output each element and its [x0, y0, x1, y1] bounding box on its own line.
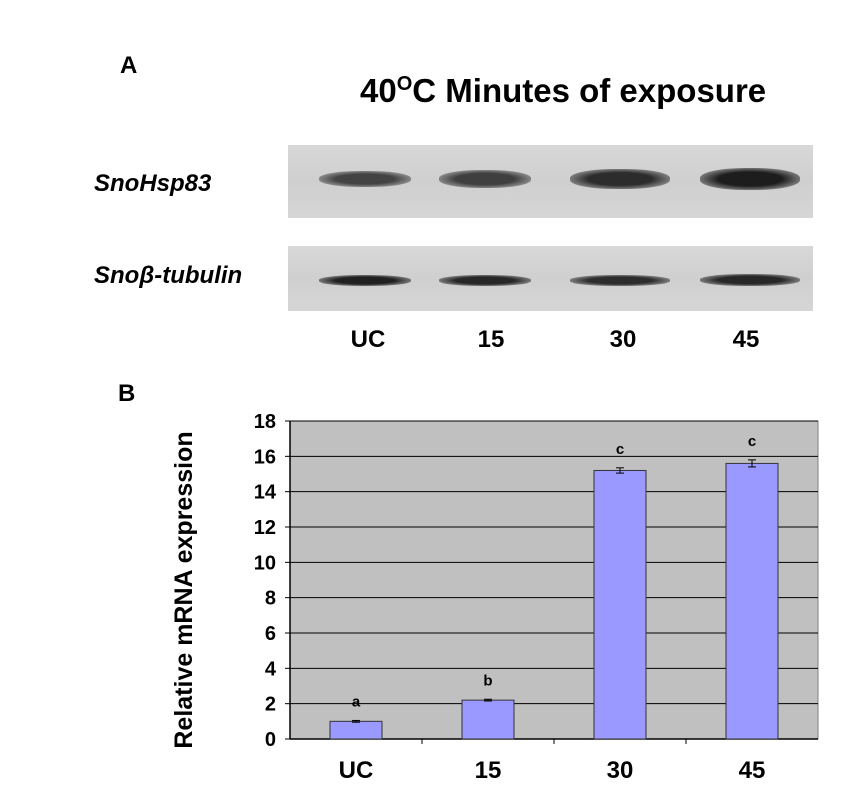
- panel-b-label: B: [118, 380, 136, 407]
- significance-label-UC: a: [352, 693, 361, 710]
- gel-band-0-45: [700, 168, 800, 190]
- gel-strip-snohsp83: [288, 145, 813, 218]
- y-tick-label-18: 18: [254, 411, 276, 433]
- gel-band-0-30: [570, 169, 670, 189]
- x-tick-label-15: 15: [475, 757, 502, 784]
- gel-band-0-15: [439, 170, 531, 188]
- x-tick-labels: UC 15 30 45: [339, 757, 766, 784]
- y-tick-label-0: 0: [265, 729, 276, 751]
- y-tick-labels: 0 2 4 6 8 10 12 14 16 18: [254, 411, 277, 751]
- significance-label-45: c: [748, 433, 756, 450]
- x-tick-label-UC: UC: [339, 757, 374, 784]
- significance-label-30: c: [616, 441, 624, 458]
- y-tick-label-4: 4: [265, 658, 277, 680]
- y-tick-label-14: 14: [254, 482, 277, 504]
- gel-band-0-UC: [319, 171, 411, 187]
- significance-label-15: b: [483, 672, 492, 689]
- y-tick-label-12: 12: [254, 517, 276, 539]
- lane-label-uc: UC: [350, 326, 386, 353]
- y-tick-label-16: 16: [254, 446, 276, 468]
- bar-45: [725, 462, 779, 740]
- lane-label-30: 30: [609, 326, 637, 353]
- gel-row-label-snobeta-tubulin: Snoβ-tubulin: [94, 262, 243, 289]
- bars: a b c c: [329, 433, 779, 740]
- x-tick-label-30: 30: [607, 757, 634, 784]
- panel-a-label: A: [120, 52, 138, 79]
- y-tick-label-6: 6: [265, 623, 276, 645]
- gel-band-1-15: [439, 274, 531, 286]
- gel-title-prefix: 40: [360, 72, 397, 109]
- lane-label-45: 45: [732, 326, 760, 353]
- y-axis-label: Relative mRNA expression: [170, 431, 198, 748]
- gel-strip-snobeta-tubulin: [288, 246, 813, 311]
- gel-title: 40OC Minutes of exposure: [360, 72, 766, 110]
- bar-UC: [329, 720, 383, 740]
- x-tick-label-45: 45: [739, 757, 766, 784]
- bar-30: [593, 469, 647, 740]
- y-tick-label-8: 8: [265, 588, 276, 610]
- gel-row-label-snohsp83: SnoHsp83: [94, 170, 212, 197]
- gel-band-1-UC: [319, 274, 411, 286]
- gel-title-superscript: O: [396, 73, 413, 95]
- gel-title-suffix: C Minutes of exposure: [412, 72, 767, 109]
- lane-label-15: 15: [477, 326, 505, 353]
- y-tick-label-10: 10: [254, 552, 276, 574]
- y-tick-label-2: 2: [265, 694, 276, 716]
- bar-15: [461, 699, 515, 740]
- gel-band-1-45: [700, 274, 800, 286]
- gel-band-1-30: [570, 274, 670, 286]
